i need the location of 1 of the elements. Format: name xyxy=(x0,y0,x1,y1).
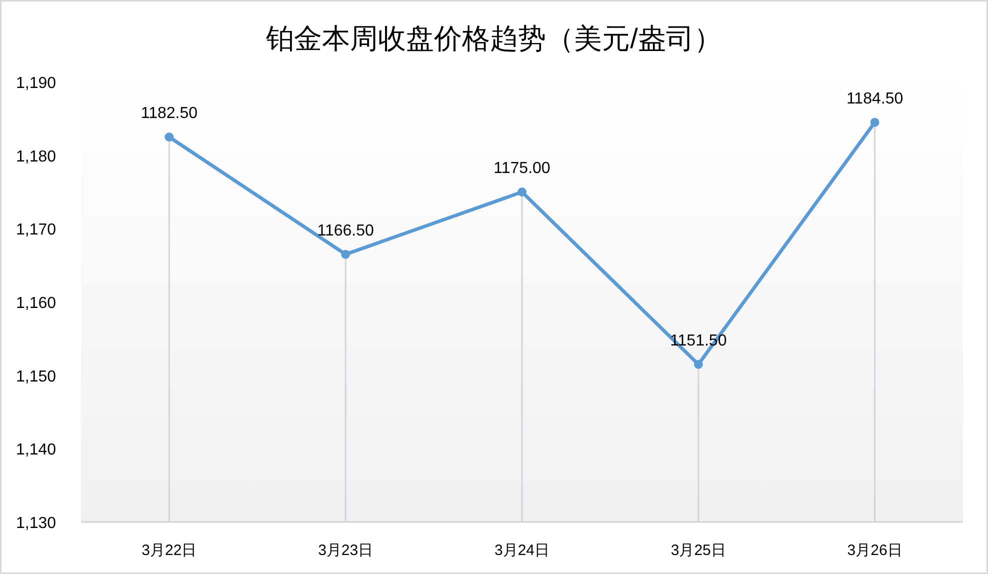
title: 铂金本周收盘价格趋势（美元/盎司） xyxy=(266,23,722,54)
